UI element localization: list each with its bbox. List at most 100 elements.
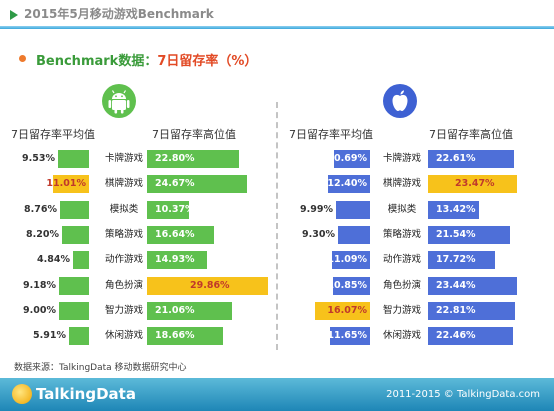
- ios-high-bar: [428, 226, 510, 244]
- android-category-label: 休闲游戏: [104, 330, 143, 341]
- ios-avg-value-label: 12.40%: [327, 178, 367, 189]
- android-icon: [102, 84, 136, 118]
- footer-bar: TalkingData 2011-2015 © TalkingData.com: [0, 378, 554, 411]
- subtitle-metric: 7日留存率（%）: [157, 54, 258, 69]
- ios-high-bar: [428, 201, 479, 219]
- ios-category-label: 休闲游戏: [382, 330, 421, 341]
- android-category-label: 卡牌游戏: [104, 153, 143, 164]
- ios-avg-bar: [334, 150, 370, 168]
- android-avg-bar: [69, 327, 89, 345]
- android-category-label: 角色扮演: [104, 280, 143, 291]
- android-high-bar: [147, 201, 189, 219]
- header-rule: [0, 26, 554, 29]
- play-icon: [10, 10, 18, 20]
- source-note: 数据来源：TalkingData 移动数据研究中心: [14, 363, 187, 373]
- ios-avg-value-label: 10.85%: [327, 280, 367, 291]
- ios-high-value-label: 13.42%: [436, 204, 476, 215]
- ios-avg-bar: [338, 226, 370, 244]
- ios-high-value-label: 21.54%: [436, 229, 476, 240]
- android-high-bar: [147, 175, 247, 193]
- ios-avg-header: 7日留存率平均值: [289, 128, 373, 141]
- android-avg-value-label: 4.84%: [37, 254, 70, 265]
- android-avg-value-label: 8.20%: [26, 229, 59, 240]
- header-bar: 2015年5月移动游戏Benchmark: [0, 0, 554, 30]
- android-high-value-label: 24.67%: [155, 178, 195, 189]
- ios-category-label: 动作游戏: [382, 254, 421, 265]
- android-high-bar: [147, 226, 214, 244]
- ios-category-label: 棋牌游戏: [382, 178, 421, 189]
- ios-category-label: 角色扮演: [382, 280, 421, 291]
- android-avg-bar: [62, 226, 89, 244]
- panel-divider: [276, 102, 278, 350]
- android-high-bar: [147, 150, 239, 168]
- android-avg-value-label: 9.00%: [23, 305, 56, 316]
- ios-high-value-label: 22.46%: [436, 330, 476, 341]
- ios-category-label: 模拟类: [387, 204, 417, 215]
- ios-avg-value-label: 11.09%: [327, 254, 367, 265]
- ios-high-value-label: 22.81%: [436, 305, 476, 316]
- android-high-value-label: 10.37%: [155, 204, 195, 215]
- android-high-bar: [147, 277, 268, 295]
- android-avg-bar: [58, 150, 89, 168]
- android-high-header: 7日留存率高位值: [152, 128, 236, 141]
- ios-avg-bar: [330, 327, 370, 345]
- android-high-bar: [147, 251, 207, 269]
- ios-category-label: 策略游戏: [382, 229, 421, 240]
- android-avg-bar: [59, 277, 89, 295]
- ios-avg-bar: [336, 201, 370, 219]
- android-avg-value-label: 9.18%: [23, 280, 56, 291]
- talkingdata-logo-icon: [12, 384, 32, 404]
- android-high-value-label: 18.66%: [155, 330, 195, 341]
- ios-avg-bar: [315, 302, 370, 320]
- ios-high-bar: [428, 251, 495, 269]
- ios-category-label: 卡牌游戏: [382, 153, 421, 164]
- android-category-label: 棋牌游戏: [104, 178, 143, 189]
- android-avg-bar: [53, 175, 89, 193]
- ios-high-value-label: 22.61%: [436, 153, 476, 164]
- android-avg-bar: [73, 251, 89, 269]
- ios-high-bar: [428, 302, 515, 320]
- android-avg-bar: [60, 201, 89, 219]
- ios-avg-value-label: 10.69%: [327, 153, 367, 164]
- android-category-label: 智力游戏: [104, 305, 143, 316]
- ios-high-value-label: 23.47%: [455, 178, 495, 189]
- android-avg-bar: [59, 302, 89, 320]
- android-category-label: 策略游戏: [104, 229, 143, 240]
- ios-avg-bar: [332, 251, 370, 269]
- android-avg-value-label: 5.91%: [33, 330, 66, 341]
- ios-avg-value-label: 9.30%: [302, 229, 335, 240]
- ios-category-label: 智力游戏: [382, 305, 421, 316]
- android-avg-value-label: 8.76%: [24, 204, 57, 215]
- bullet-dot-icon: [19, 55, 26, 62]
- page-title: 2015年5月移动游戏Benchmark: [24, 7, 214, 21]
- android-high-value-label: 29.86%: [190, 280, 230, 291]
- android-avg-header: 7日留存率平均值: [11, 128, 95, 141]
- chart-subtitle: Benchmark数据：7日留存率（%）: [36, 50, 257, 69]
- ios-high-bar: [428, 175, 517, 193]
- ios-high-bar: [428, 327, 513, 345]
- android-avg-value-label: 11.01%: [46, 178, 86, 189]
- android-category-label: 动作游戏: [104, 254, 143, 265]
- footer-copyright: 2011-2015 © TalkingData.com: [386, 389, 540, 400]
- ios-avg-value-label: 11.65%: [327, 330, 367, 341]
- ios-avg-bar: [333, 277, 370, 295]
- android-high-value-label: 22.80%: [155, 153, 195, 164]
- ios-high-bar: [428, 277, 517, 295]
- subtitle-prefix: Benchmark数据：: [36, 54, 158, 69]
- android-avg-value-label: 9.53%: [22, 153, 55, 164]
- ios-avg-bar: [328, 175, 370, 193]
- ios-high-bar: [428, 150, 514, 168]
- android-high-bar: [147, 302, 232, 320]
- ios-high-value-label: 23.44%: [436, 280, 476, 291]
- android-high-value-label: 21.06%: [155, 305, 195, 316]
- apple-icon: [383, 84, 417, 118]
- android-high-bar: [147, 327, 223, 345]
- ios-avg-value-label: 16.07%: [327, 305, 367, 316]
- ios-high-value-label: 17.72%: [436, 254, 476, 265]
- android-high-value-label: 14.93%: [155, 254, 195, 265]
- android-category-label: 模拟类: [109, 204, 139, 215]
- ios-avg-value-label: 9.99%: [300, 204, 333, 215]
- android-high-value-label: 16.64%: [155, 229, 195, 240]
- footer-logo-text: TalkingData: [36, 385, 136, 403]
- ios-high-header: 7日留存率高位值: [429, 128, 513, 141]
